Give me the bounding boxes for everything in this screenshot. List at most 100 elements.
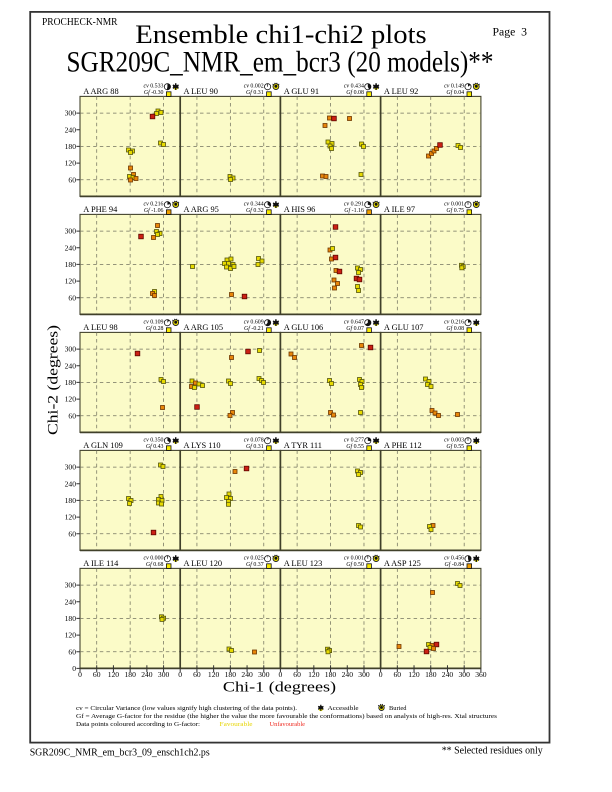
svg-text:cv 0.000: cv 0.000 xyxy=(144,555,164,561)
svg-text:240: 240 xyxy=(141,670,153,679)
svg-text:cv 0.533: cv 0.533 xyxy=(144,83,164,89)
svg-text:cv 0.216: cv 0.216 xyxy=(444,319,464,325)
svg-text:180: 180 xyxy=(65,378,77,387)
svg-text:Chi-1 (degrees): Chi-1 (degrees) xyxy=(223,680,336,696)
svg-text:0: 0 xyxy=(379,670,383,679)
svg-text:60: 60 xyxy=(93,670,101,679)
svg-text:60: 60 xyxy=(68,175,76,184)
svg-text:A GLU 106: A GLU 106 xyxy=(284,323,324,332)
svg-text:60: 60 xyxy=(68,647,76,656)
svg-text:180: 180 xyxy=(65,496,77,505)
svg-text:cv 0.001: cv 0.001 xyxy=(344,555,364,561)
svg-text:180: 180 xyxy=(65,142,77,151)
svg-text:120: 120 xyxy=(65,395,77,404)
svg-text:180: 180 xyxy=(65,614,77,623)
svg-text:60: 60 xyxy=(68,529,76,538)
svg-text:Gf 0.04: Gf 0.04 xyxy=(446,89,464,96)
svg-text:0: 0 xyxy=(78,670,82,679)
svg-text:cv = Circular Variance (low va: cv = Circular Variance (low values signi… xyxy=(76,705,297,712)
svg-text:240: 240 xyxy=(65,479,77,488)
svg-text:A ARG 88: A ARG 88 xyxy=(83,87,118,96)
svg-text:Buried: Buried xyxy=(389,705,407,712)
svg-text:** Selected residues only: ** Selected residues only xyxy=(442,746,543,757)
svg-text:180: 180 xyxy=(65,260,77,269)
svg-text:Gf 0.50: Gf 0.50 xyxy=(346,561,364,568)
svg-text:Unfavourable: Unfavourable xyxy=(270,721,306,728)
svg-text:Gf -0.30: Gf -0.30 xyxy=(144,89,164,96)
svg-text:Gf 0.31: Gf 0.31 xyxy=(246,443,264,450)
svg-text:cv 0.350: cv 0.350 xyxy=(144,437,164,443)
svg-text:Gf -0.84: Gf -0.84 xyxy=(444,561,464,568)
svg-text:240: 240 xyxy=(65,597,77,606)
svg-text:A ASP 125: A ASP 125 xyxy=(384,559,421,568)
svg-text:Page 3: Page 3 xyxy=(493,26,528,39)
svg-text:Gf 0.07: Gf 0.07 xyxy=(346,325,364,332)
svg-text:A PHE 112: A PHE 112 xyxy=(384,441,422,450)
svg-text:cv 0.002: cv 0.002 xyxy=(244,83,264,89)
svg-text:Gf 0.08: Gf 0.08 xyxy=(446,325,464,332)
svg-text:cv 0.647: cv 0.647 xyxy=(344,319,364,325)
svg-text:Ensemble chi1-chi2 plots: Ensemble chi1-chi2 plots xyxy=(135,20,426,49)
svg-text:A LEU 98: A LEU 98 xyxy=(83,323,117,332)
svg-text:SGR209C_NMR_em_bcr3 (20 models: SGR209C_NMR_em_bcr3 (20 models)** xyxy=(67,46,494,79)
svg-text:Gf 0.75: Gf 0.75 xyxy=(446,207,464,214)
svg-text:240: 240 xyxy=(65,243,77,252)
svg-text:Gf = Average G-factor for the: Gf = Average G-factor for the residue (t… xyxy=(76,713,498,720)
svg-text:Gf 0.43: Gf 0.43 xyxy=(146,443,164,450)
svg-text:0: 0 xyxy=(178,670,182,679)
svg-text:cv 0.344: cv 0.344 xyxy=(244,201,264,207)
svg-text:120: 120 xyxy=(65,277,77,286)
svg-text:A GLU 91: A GLU 91 xyxy=(284,87,319,96)
svg-text:A TYR 111: A TYR 111 xyxy=(284,441,322,450)
svg-text:cv 0.109: cv 0.109 xyxy=(144,319,164,325)
svg-text:Gf 0.55: Gf 0.55 xyxy=(346,443,364,450)
svg-text:Gf 0.28: Gf 0.28 xyxy=(146,325,164,332)
svg-text:300: 300 xyxy=(65,227,77,236)
svg-text:Gf 0.08: Gf 0.08 xyxy=(346,89,364,96)
svg-text:A HIS 96: A HIS 96 xyxy=(284,205,316,214)
svg-text:Gf 0.31: Gf 0.31 xyxy=(246,89,264,96)
svg-text:360: 360 xyxy=(475,670,487,679)
svg-text:cv 0.003: cv 0.003 xyxy=(444,437,464,443)
svg-text:60: 60 xyxy=(193,670,201,679)
svg-text:A LEU 90: A LEU 90 xyxy=(184,87,218,96)
svg-text:300: 300 xyxy=(65,581,77,590)
svg-text:cv 0.025: cv 0.025 xyxy=(244,555,264,561)
svg-text:120: 120 xyxy=(65,513,77,522)
svg-text:Data points coloured according: Data points coloured according to G-fact… xyxy=(76,721,200,728)
svg-text:300: 300 xyxy=(65,345,77,354)
svg-text:A GLU 107: A GLU 107 xyxy=(384,323,424,332)
svg-text:Gf 0.37: Gf 0.37 xyxy=(246,561,264,568)
svg-text:Gf -0.21: Gf -0.21 xyxy=(244,325,264,332)
svg-text:cv 0.456: cv 0.456 xyxy=(444,555,464,561)
svg-text:300: 300 xyxy=(65,109,77,118)
svg-text:cv 0.291: cv 0.291 xyxy=(344,201,364,207)
svg-text:Gf 0.55: Gf 0.55 xyxy=(446,443,464,450)
svg-text:60: 60 xyxy=(293,670,301,679)
svg-text:60: 60 xyxy=(68,293,76,302)
svg-text:SGR209C_NMR_em_bcr3_09_ensch1c: SGR209C_NMR_em_bcr3_09_ensch1ch2.ps xyxy=(30,747,210,758)
svg-text:Gf 0.68: Gf 0.68 xyxy=(146,561,164,568)
svg-text:240: 240 xyxy=(65,361,77,370)
svg-text:A LEU 120: A LEU 120 xyxy=(184,559,223,568)
svg-text:Accessible: Accessible xyxy=(328,705,359,712)
svg-text:0: 0 xyxy=(279,670,283,679)
svg-text:Gf -1.16: Gf -1.16 xyxy=(344,207,364,214)
svg-text:cv 0.277: cv 0.277 xyxy=(344,437,364,443)
svg-text:240: 240 xyxy=(442,670,454,679)
svg-text:240: 240 xyxy=(342,670,354,679)
svg-text:Favourable: Favourable xyxy=(220,721,253,728)
svg-text:120: 120 xyxy=(65,159,77,168)
svg-text:cv 0.078: cv 0.078 xyxy=(244,437,264,443)
svg-text:300: 300 xyxy=(258,670,270,679)
svg-text:60: 60 xyxy=(68,411,76,420)
svg-text:120: 120 xyxy=(308,670,320,679)
svg-text:A ILE 114: A ILE 114 xyxy=(83,559,119,568)
svg-text:60: 60 xyxy=(394,670,402,679)
svg-text:120: 120 xyxy=(65,631,77,640)
svg-text:240: 240 xyxy=(65,125,77,134)
svg-text:PROCHECK-NMR: PROCHECK-NMR xyxy=(42,16,118,28)
svg-text:cv 0.216: cv 0.216 xyxy=(144,201,164,207)
svg-text:cv 0.609: cv 0.609 xyxy=(244,319,264,325)
svg-text:A ARG 105: A ARG 105 xyxy=(184,323,224,332)
